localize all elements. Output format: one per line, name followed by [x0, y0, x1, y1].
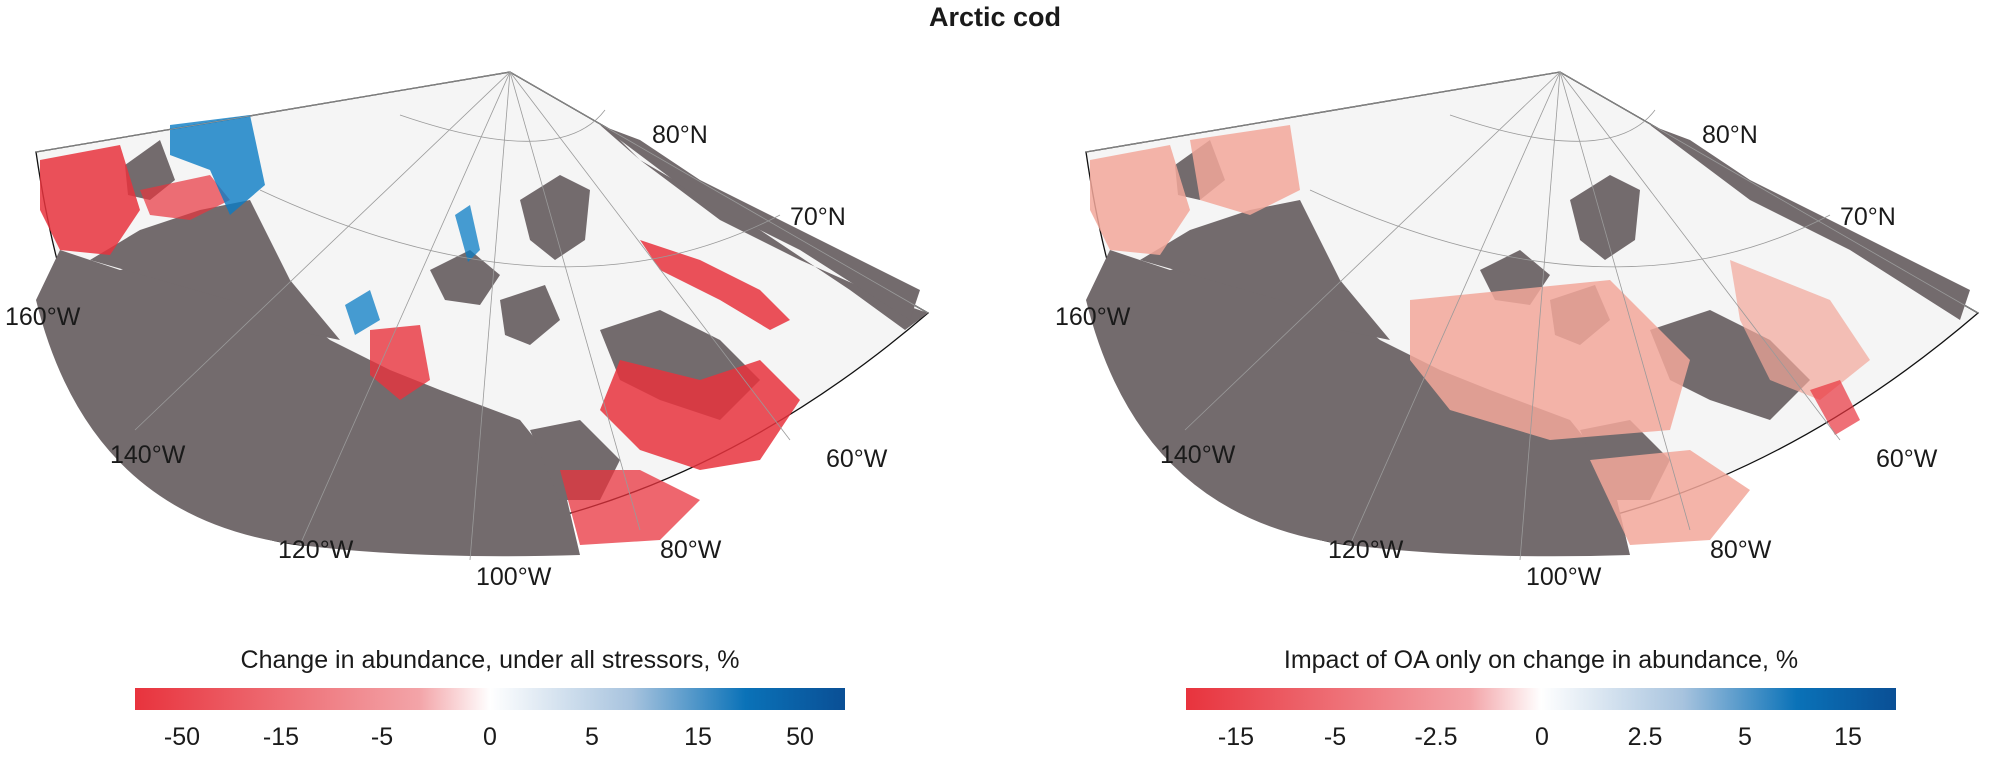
lat-label-70n: 70°N — [1840, 203, 1896, 231]
map-panel-left: 80°N 70°N 160°W 140°W 120°W 100°W 80°W 6… — [5, 71, 930, 591]
lat-label-80n: 80°N — [1702, 121, 1758, 149]
land-archipelago-2 — [430, 250, 500, 305]
land-western — [36, 250, 580, 557]
graticule-left — [35, 71, 929, 561]
lon-label-160w: 160°W — [1055, 303, 1131, 331]
colorbar-tick: -2.5 — [1414, 723, 1458, 751]
abundance-red-hudson — [560, 470, 700, 545]
land-alaska-coast — [1140, 200, 1390, 340]
land-baffin — [1650, 310, 1810, 420]
abundance-blue-beaufort — [345, 290, 380, 335]
colorbar-tick: -50 — [163, 723, 201, 751]
land-greenland-main — [600, 125, 920, 320]
land-chukotka — [125, 140, 175, 200]
map-panel-right: 80°N 70°N 160°W 140°W 120°W 100°W 80°W 6… — [1055, 71, 1980, 591]
abundance-red-greenland-coast — [640, 240, 790, 330]
colorbar-tick: 0 — [1535, 723, 1549, 751]
lon-label-120w: 120°W — [1328, 536, 1404, 564]
lon-label-100w: 100°W — [1526, 563, 1602, 591]
colorbar-tick: 15 — [1834, 723, 1862, 751]
land-archipelago-1 — [520, 175, 590, 260]
colorbar-tick: 5 — [1738, 723, 1752, 751]
colorbar-left — [135, 688, 845, 710]
colorbar-tick: -15 — [262, 723, 300, 751]
land-western — [1086, 250, 1630, 557]
oa-impact-pink-hudson — [1590, 450, 1750, 545]
land-archipelago-1 — [1570, 175, 1640, 260]
colorbar-tick: 15 — [684, 723, 712, 751]
oa-impact-pink-baffin-bay — [1730, 260, 1870, 400]
map-left-frame — [35, 71, 930, 561]
lon-label-160w: 160°W — [5, 303, 81, 331]
colorbar-tick: -5 — [370, 723, 394, 751]
lon-label-120w: 120°W — [278, 536, 354, 564]
figure-title: Arctic cod — [928, 2, 1062, 32]
land-archipelago-3 — [500, 285, 560, 345]
colorbar-tick: 0 — [483, 723, 497, 751]
graticule-right — [1085, 71, 1979, 561]
abundance-blue-chukchi — [170, 115, 265, 215]
oa-impact-pink-archipelago — [1410, 280, 1690, 440]
colorbar-tick: 2.5 — [1627, 723, 1663, 751]
colorbar-title-left: Change in abundance, under all stressors… — [240, 646, 740, 674]
lat-label-80n: 80°N — [652, 121, 708, 149]
lon-label-140w: 140°W — [110, 441, 186, 469]
lon-label-100w: 100°W — [476, 563, 552, 591]
lon-label-80w: 80°W — [660, 536, 722, 564]
oa-impact-pink-chukchi — [1190, 125, 1300, 215]
land-alaska-coast — [90, 200, 340, 340]
colorbar-tick: -5 — [1323, 723, 1347, 751]
lat-label-70n: 70°N — [790, 203, 846, 231]
map-right-frame — [1085, 71, 1980, 561]
colorbar-tick: -15 — [1217, 723, 1255, 751]
colorbar-title-right: Impact of OA only on change in abundance… — [1283, 646, 1799, 674]
abundance-red-bering — [40, 145, 140, 255]
abundance-red-chukchi — [140, 175, 230, 220]
lon-label-140w: 140°W — [1160, 441, 1236, 469]
land-greenland-main — [1650, 125, 1970, 320]
lon-label-80w: 80°W — [1710, 536, 1772, 564]
oa-impact-red-strait — [1810, 380, 1860, 435]
abundance-red-beaufort — [370, 325, 430, 400]
colorbar-right — [1186, 688, 1896, 710]
lon-label-60w: 60°W — [826, 445, 888, 473]
colorbar-tick: 50 — [786, 723, 814, 751]
colorbar-tick: 5 — [585, 723, 599, 751]
lon-label-60w: 60°W — [1876, 445, 1938, 473]
oa-impact-pink-bering — [1090, 145, 1190, 255]
abundance-blue-archipelago — [455, 205, 480, 262]
